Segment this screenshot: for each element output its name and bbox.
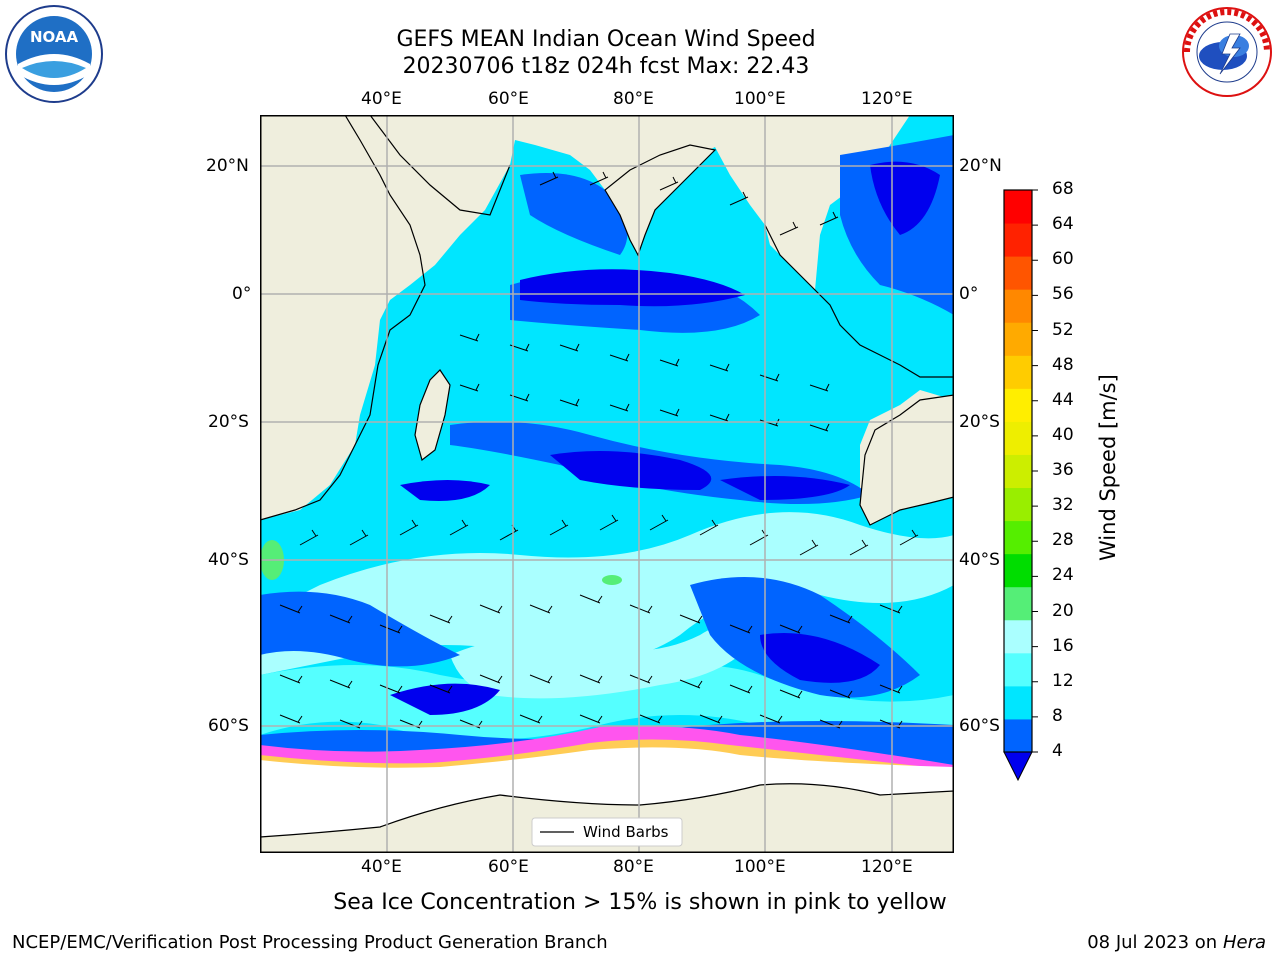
colorbar-segment [1004, 256, 1032, 290]
colorbar-segment [1004, 487, 1032, 522]
chart-title-line2: 20230706 t18z 024h fcst Max: 22.43 [402, 54, 810, 79]
lon-tick-top: 120°E [861, 89, 913, 109]
lon-tick-bottom: 120°E [861, 857, 913, 877]
colorbar-tick-label: 24 [1052, 565, 1074, 586]
high-wind-patch [602, 575, 622, 585]
calm-core [760, 633, 880, 683]
weak-wind-region [520, 173, 628, 255]
colorbar-tick-label: 44 [1052, 389, 1074, 410]
colorbar-segment [1004, 322, 1032, 356]
footer-left: NCEP/EMC/Verification Post Processing Pr… [12, 932, 608, 953]
lat-tick-right: 60°S [959, 716, 1000, 736]
noaa-logo-text: NOAA [30, 28, 79, 46]
southeast-asia-coastline [764, 224, 954, 378]
lon-tick-top: 40°E [361, 89, 402, 109]
colorbar-tick-label: 8 [1052, 705, 1063, 726]
lon-tick-top: 80°E [613, 89, 654, 109]
arabia-coastline [369, 115, 511, 216]
strong-wind-band [450, 625, 760, 699]
map-border [260, 115, 954, 853]
wind-speed-map: Wind Barbs [260, 115, 954, 853]
noaa-logo: NOAA [5, 5, 103, 103]
colorbar-tick-label: 64 [1052, 214, 1074, 235]
colorbar-segment [1004, 289, 1032, 323]
india-coastline [604, 144, 717, 257]
colorbar-segment [1004, 619, 1032, 654]
lat-tick-right: 40°S [959, 550, 1000, 570]
colorbar-tick-label: 68 [1052, 179, 1074, 199]
lat-tick-right: 0° [959, 284, 979, 304]
nws-logo [1182, 7, 1272, 97]
wind-barbs-legend: Wind Barbs [531, 817, 683, 847]
colorbar-segment [1004, 685, 1032, 720]
colorbar-tick-label: 4 [1052, 741, 1063, 761]
lat-tick-left: 60°S [208, 716, 249, 736]
australia-land [859, 394, 954, 526]
lat-tick-right: 20°S [959, 412, 1000, 432]
legend-label: Wind Barbs [583, 823, 669, 841]
colorbar-tick-label: 28 [1052, 530, 1074, 551]
colorbar-segment [1004, 355, 1032, 389]
lon-tick-top: 100°E [734, 89, 786, 109]
colorbar-segment [1004, 553, 1032, 588]
chart-title-line1: GEFS MEAN Indian Ocean Wind Speed [396, 27, 816, 52]
antarctica-coastline [260, 783, 954, 838]
colorbar-tick-label: 56 [1052, 284, 1074, 305]
calm-core [550, 451, 712, 490]
colorbar-label: Wind Speed [m/s] [1096, 374, 1120, 561]
colorbar-tick-label: 48 [1052, 354, 1074, 375]
madagascar-coastline [414, 369, 451, 462]
calm-core [720, 476, 850, 500]
colorbar-tick-label: 12 [1052, 670, 1074, 691]
lat-tick-left: 40°S [208, 550, 249, 570]
wind-barbs [279, 171, 919, 729]
lon-tick-bottom: 80°E [613, 857, 654, 877]
colorbar-extend-triangle [1003, 751, 1033, 782]
sea-ice-caption: Sea Ice Concentration > 15% is shown in … [333, 890, 947, 915]
colorbar-segment [1004, 421, 1032, 455]
lat-tick-left: 0° [232, 284, 252, 304]
colorbar-segment [1004, 520, 1032, 555]
lon-tick-bottom: 60°E [488, 857, 529, 877]
lon-tick-top: 60°E [488, 89, 529, 109]
colorbar-tick-label: 16 [1052, 635, 1074, 656]
colorbar-segment [1004, 718, 1032, 753]
lat-tick-left: 20°S [208, 412, 249, 432]
footer-machine: Hera [1222, 932, 1266, 953]
colorbar-tick-label: 52 [1052, 319, 1074, 340]
lat-tick-right: 20°N [959, 156, 1002, 176]
lon-tick-bottom: 40°E [361, 857, 402, 877]
africa-coastline [260, 115, 426, 521]
footer-right: 08 Jul 2023 on Hera [1087, 932, 1266, 953]
footer-date: 08 Jul 2023 on [1087, 932, 1223, 953]
colorbar-segment [1004, 454, 1032, 489]
colorbar-tick-label: 60 [1052, 249, 1074, 270]
strong-wind-band [260, 512, 954, 675]
colorbar-tick-label: 36 [1052, 460, 1074, 480]
lat-tick-left: 20°N [206, 156, 249, 176]
weak-wind-region [260, 591, 460, 667]
colorbar-tick-label: 32 [1052, 495, 1074, 516]
colorbar [1003, 189, 1038, 782]
colorbar-segment [1004, 223, 1032, 257]
calm-core [870, 161, 940, 235]
colorbar-segment [1004, 190, 1032, 224]
graticule [260, 115, 954, 853]
calm-core [520, 269, 745, 307]
colorbar-tick-label: 20 [1052, 600, 1074, 621]
lon-tick-bottom: 100°E [734, 857, 786, 877]
colorbar-segment [1004, 388, 1032, 422]
calm-core [390, 683, 500, 715]
colorbar-tick-label: 40 [1052, 424, 1074, 445]
calm-core [400, 480, 490, 501]
colorbar-segment [1004, 586, 1032, 621]
colorbar-segment [1004, 652, 1032, 687]
